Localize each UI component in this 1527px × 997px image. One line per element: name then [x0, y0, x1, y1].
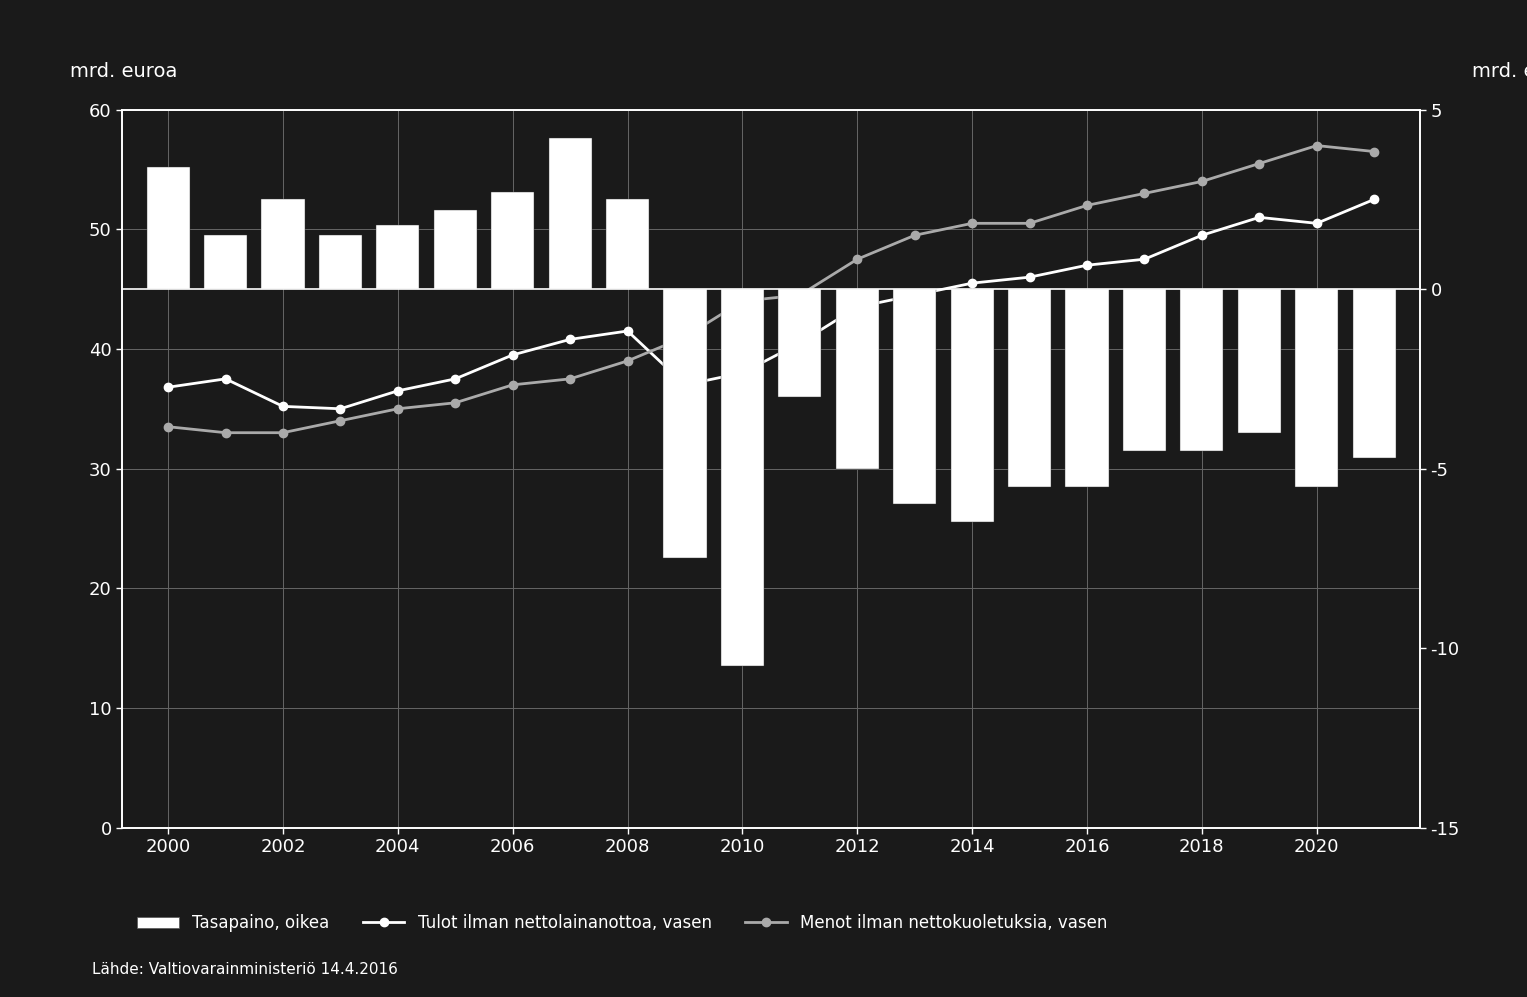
Bar	[205, 235, 247, 289]
Bar	[147, 167, 189, 289]
Bar	[893, 289, 936, 504]
Text: mrd. euroa: mrd. euroa	[1472, 62, 1527, 81]
Bar	[261, 199, 304, 289]
Bar	[492, 192, 534, 289]
Bar	[835, 289, 880, 469]
Bar	[319, 235, 362, 289]
Bar	[1122, 289, 1167, 451]
Text: mrd. euroa: mrd. euroa	[70, 62, 177, 81]
Bar	[663, 289, 707, 558]
Text: Lähde: Valtiovarainministeriö 14.4.2016: Lähde: Valtiovarainministeriö 14.4.2016	[92, 962, 397, 977]
Bar	[434, 210, 476, 289]
Bar	[606, 199, 649, 289]
Bar	[548, 139, 591, 289]
Bar	[779, 289, 822, 397]
Bar	[376, 224, 420, 289]
Bar	[1238, 289, 1281, 433]
Bar	[1180, 289, 1223, 451]
Bar	[1295, 289, 1338, 487]
Legend: Tasapaino, oikea, Tulot ilman nettolainanottoa, vasen, Menot ilman nettokuoletuk: Tasapaino, oikea, Tulot ilman nettolaina…	[130, 907, 1115, 939]
Bar	[951, 289, 994, 522]
Bar	[1008, 289, 1051, 487]
Bar	[721, 289, 764, 666]
Bar	[1066, 289, 1109, 487]
Bar	[1353, 289, 1396, 458]
